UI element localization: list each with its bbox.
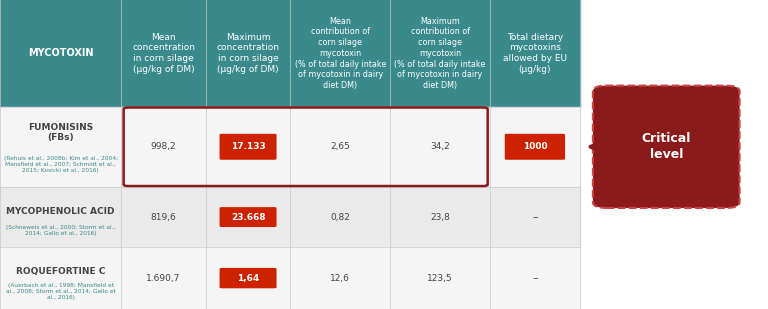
Text: 819,6: 819,6 (151, 213, 177, 222)
Text: 1,64: 1,64 (237, 273, 259, 283)
FancyBboxPatch shape (220, 268, 276, 288)
Text: (Auerbach et al., 1998; Mansfield et
al., 2008; Storm et al., 2014; Gallo et
al.: (Auerbach et al., 1998; Mansfield et al.… (6, 283, 115, 300)
Text: Critical
level: Critical level (641, 132, 691, 161)
FancyBboxPatch shape (220, 134, 276, 160)
Text: Mean
concentration
in corn silage
(μg/kg of DM): Mean concentration in corn silage (μg/kg… (132, 33, 195, 74)
Text: (Schneweis et al., 2000; Storm et al.,
2014; Gallo et al., 2016): (Schneweis et al., 2000; Storm et al., 2… (6, 225, 115, 236)
Text: ROQUEFORTINE C: ROQUEFORTINE C (16, 267, 105, 277)
Text: FUMONISINS
(FBs): FUMONISINS (FBs) (28, 123, 93, 142)
Text: Maximum
contribution of
corn silage
mycotoxin
(% of total daily intake
of mycoto: Maximum contribution of corn silage myco… (395, 17, 485, 90)
Text: 998,2: 998,2 (151, 142, 177, 151)
Text: 23,8: 23,8 (430, 213, 450, 222)
Text: MYCOTOXIN: MYCOTOXIN (28, 48, 94, 58)
Text: 34,2: 34,2 (430, 142, 450, 151)
FancyBboxPatch shape (505, 134, 565, 160)
Text: 123,5: 123,5 (427, 273, 453, 283)
Bar (0, 107, 580, 187)
Bar (0, 0, 580, 107)
Text: 0,82: 0,82 (330, 213, 350, 222)
Text: 17.133: 17.133 (230, 142, 266, 151)
Text: –: – (532, 273, 538, 283)
Text: Mean
contribution of
corn silage
mycotoxin
(% of total daily intake
of mycotoxin: Mean contribution of corn silage mycotox… (295, 17, 386, 90)
Text: 12,6: 12,6 (330, 273, 350, 283)
FancyBboxPatch shape (220, 207, 276, 227)
Text: Maximum
concentration
in corn silage
(μg/kg of DM): Maximum concentration in corn silage (μg… (217, 33, 280, 74)
Text: –: – (532, 212, 538, 222)
Text: 1.690,7: 1.690,7 (147, 273, 180, 283)
Text: 2,65: 2,65 (330, 142, 350, 151)
Text: 23.668: 23.668 (230, 213, 266, 222)
Text: MYCOPHENOLIC ACID: MYCOPHENOLIC ACID (6, 206, 115, 216)
Text: Total dietary
mycotoxins
allowed by EU
(μg/kg): Total dietary mycotoxins allowed by EU (… (503, 33, 567, 74)
FancyBboxPatch shape (593, 86, 740, 208)
Text: 1000: 1000 (522, 142, 548, 151)
Text: (Rehuis et al., 2008b; Kim et al., 2004;
Mansfield et al., 2007; Schmidt et al.,: (Rehuis et al., 2008b; Kim et al., 2004;… (4, 156, 118, 173)
Bar (0, 187, 580, 247)
Bar (0, 247, 580, 309)
